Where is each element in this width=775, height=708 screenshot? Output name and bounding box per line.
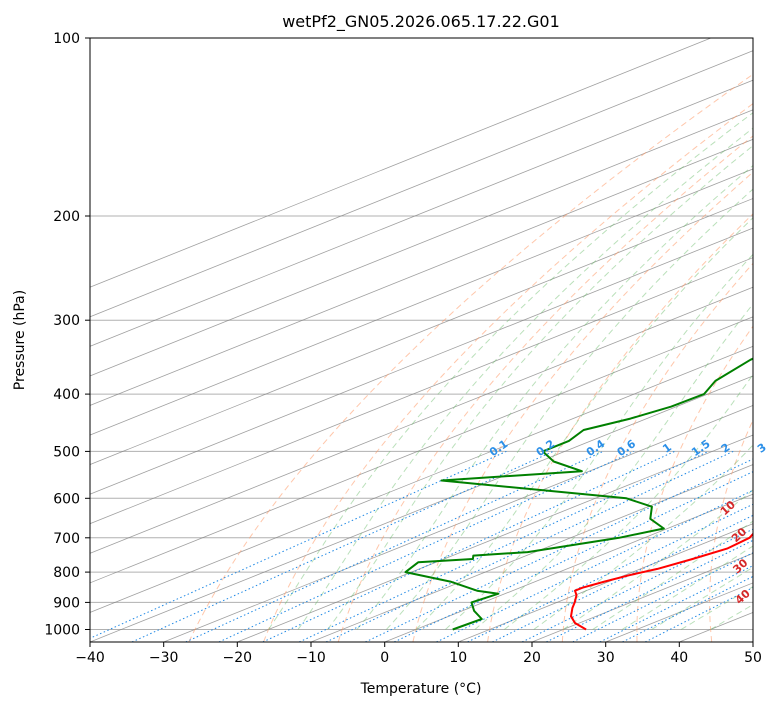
y-tick-label: 400 <box>53 387 80 403</box>
x-tick-label: −40 <box>75 650 105 666</box>
mixing-ratio-line <box>90 450 507 639</box>
mixing-ratio-line <box>218 450 635 642</box>
moist-adiabat-line <box>533 444 753 630</box>
plot-frame <box>89 37 754 643</box>
y-axis-label: Pressure (hPa) <box>12 290 28 390</box>
plot-background <box>90 38 753 642</box>
dry-adiabat-line <box>709 418 753 642</box>
isotherm-line <box>237 434 753 642</box>
y-tick-label: 100 <box>53 31 80 47</box>
y-tick-label: 700 <box>53 531 80 547</box>
moist-adiabat-line <box>474 303 753 630</box>
moist-adiabat-line <box>415 216 753 630</box>
x-tick-label: −20 <box>223 650 253 666</box>
x-tick-label: 40 <box>670 650 688 666</box>
mixing-ratio-line <box>521 528 753 642</box>
isotherm-line <box>90 109 753 377</box>
y-tick-label: 200 <box>53 209 80 225</box>
dry-adiabat-line <box>412 171 753 642</box>
chart-title: wetPf2_GN05.2026.065.17.22.G01 <box>282 12 560 32</box>
moist-adiabat-line <box>445 253 753 630</box>
dewpoint-profile-line <box>404 357 753 631</box>
moist-adiabat-line <box>356 164 753 630</box>
isotherm-line <box>384 493 753 642</box>
dry-adiabat-line <box>263 102 753 642</box>
dry-adiabat-line <box>561 262 753 642</box>
dry-adiabat-line <box>487 213 753 642</box>
isotherm-line <box>90 79 753 347</box>
moist-adiabat-line <box>327 145 753 630</box>
isotherm-line <box>90 50 753 318</box>
x-tick-label: 10 <box>449 650 467 666</box>
isotherm-line <box>310 464 753 642</box>
mixing-ratio-line <box>492 514 753 642</box>
x-tick-label: 30 <box>597 650 615 666</box>
mixing-ratio-line <box>325 450 734 642</box>
mixing-ratio-line <box>467 503 753 642</box>
isotherm-line <box>90 345 753 613</box>
mixing-ratio-line <box>298 450 709 642</box>
y-tick-label: 300 <box>53 313 80 329</box>
x-tick-label: 0 <box>380 650 389 666</box>
isotherm-line <box>163 405 753 642</box>
y-tick-label: 900 <box>53 595 80 611</box>
isotherm-line <box>90 138 753 406</box>
x-tick-label: 20 <box>523 650 541 666</box>
x-axis-label: Temperature (°C) <box>360 681 482 697</box>
moist-adiabat-line <box>680 586 753 630</box>
moist-adiabat-line <box>268 112 753 630</box>
y-tick-label: 1000 <box>44 623 80 639</box>
moist-adiabat-line <box>592 520 753 630</box>
x-tick-label: 50 <box>744 650 762 666</box>
isotherm-line <box>90 286 753 554</box>
isotherm-line <box>752 641 753 642</box>
mixing-ratio-line <box>436 489 753 642</box>
isotherm-line <box>90 38 712 288</box>
mixing-ratio-line <box>185 450 604 642</box>
profile-lines <box>404 357 753 631</box>
isotherm-line <box>90 168 753 436</box>
dry-adiabat-line <box>337 135 753 642</box>
x-tick-label: −30 <box>149 650 179 666</box>
y-tick-label: 500 <box>53 444 80 460</box>
moist-adiabat-line <box>297 127 753 630</box>
isotherm-line <box>458 523 753 642</box>
mixing-ratio-line <box>131 450 554 642</box>
dry-adiabat-line <box>636 325 753 642</box>
mixing-ratio-label: 3 <box>755 441 769 456</box>
isotherm-line <box>90 198 753 466</box>
isotherm-line <box>90 257 753 525</box>
background-lines <box>90 38 753 642</box>
moist-adiabat-line <box>562 489 753 630</box>
isotherm-line <box>90 316 753 584</box>
y-tick-label: 600 <box>53 491 80 507</box>
isotherm-line <box>90 227 753 495</box>
isotherm-line <box>90 375 753 642</box>
y-tick-label: 800 <box>53 565 80 581</box>
dry-adiabat-line <box>188 73 753 642</box>
axes: −40 −30 −20 −10 0 10 20 30 40 50 100 200 300 400 500 60… <box>44 31 762 666</box>
temperature-profile-line <box>570 532 753 631</box>
x-tick-label: −10 <box>296 650 326 666</box>
